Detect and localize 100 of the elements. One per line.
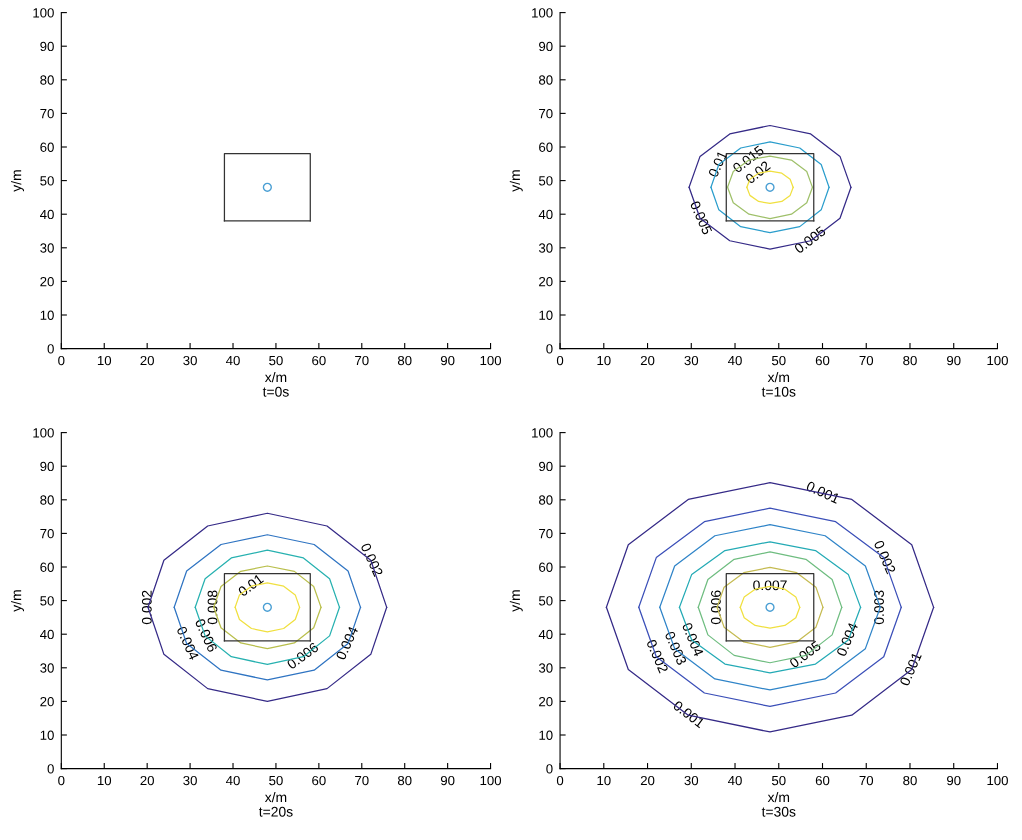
text: t=20s xyxy=(258,806,293,817)
annotation: 0.002 xyxy=(873,539,897,575)
annotation: 0.004 xyxy=(335,625,359,661)
y-tick-label: 70 xyxy=(539,528,553,539)
x-tick-label: 80 xyxy=(903,775,917,786)
x-tick-label: 80 xyxy=(397,775,412,786)
x-tick-label: 40 xyxy=(727,355,742,366)
x-tick-label: 30 xyxy=(183,775,197,786)
x-tick-label: 100 xyxy=(480,775,502,786)
annotation: 0.005 xyxy=(689,200,713,236)
y-axis-title: y/m xyxy=(11,590,25,612)
x-tick-label: 50 xyxy=(269,775,283,786)
y-tick-label: 0 xyxy=(47,764,54,774)
y-tick-label: 80 xyxy=(539,75,553,85)
y-tick-label: 0 xyxy=(546,344,553,354)
y-tick-label: 20 xyxy=(539,276,553,287)
annotation: 0.002 xyxy=(360,542,384,578)
x-tick-label: 80 xyxy=(397,355,412,366)
y-tick-label: 0 xyxy=(546,764,553,774)
x-tick-label: 30 xyxy=(183,355,197,366)
x-tick-label: 60 xyxy=(312,355,326,366)
y-tick-label: 40 xyxy=(40,209,54,220)
y-axis-title: y/m xyxy=(11,170,25,192)
y-tick-label: 20 xyxy=(539,696,553,707)
x-tick-label: 50 xyxy=(771,775,786,786)
x-axis-title: x/m xyxy=(264,792,287,803)
y-tick-label: 20 xyxy=(40,276,54,287)
text: t=10s xyxy=(761,386,796,397)
x-tick-label: 0 xyxy=(556,775,564,786)
x-axis-title: x/m xyxy=(767,372,790,383)
annotation: 0.007 xyxy=(753,580,787,591)
y-tick-label: 40 xyxy=(538,209,553,220)
x-tick-label: 40 xyxy=(727,775,742,786)
x-tick-label: 10 xyxy=(597,355,611,366)
x-tick-label: 40 xyxy=(225,775,240,786)
annotation: 0.01 xyxy=(237,573,264,597)
y-tick-label: 60 xyxy=(40,142,54,152)
x-tick-label: 0 xyxy=(58,355,65,366)
y-tick-label: 70 xyxy=(40,108,54,119)
x-tick-label: 50 xyxy=(771,355,786,366)
y-tick-label: 70 xyxy=(539,108,553,119)
x-tick-label: 10 xyxy=(97,355,112,366)
x-tick-label: 60 xyxy=(312,775,326,786)
y-tick-label: 50 xyxy=(538,596,553,606)
y-tick-label: 50 xyxy=(538,176,553,186)
y-axis-title: y/m xyxy=(509,170,523,192)
annotation: 0.006 xyxy=(710,590,721,625)
annotation: 0.004 xyxy=(836,621,859,657)
y-tick-label: 60 xyxy=(40,562,54,572)
y-tick-label: 0 xyxy=(47,344,54,354)
x-tick-label: 10 xyxy=(97,775,112,786)
y-tick-label: 80 xyxy=(40,75,54,85)
y-tick-label: 30 xyxy=(40,663,54,673)
x-tick-label: 90 xyxy=(947,355,961,366)
x-tick-label: 70 xyxy=(859,775,874,786)
y-tick-label: 60 xyxy=(539,562,553,572)
y-tick-label: 100 xyxy=(532,428,553,438)
y-tick-label: 50 xyxy=(40,176,54,186)
y-tick-label: 50 xyxy=(40,596,54,606)
y-tick-label: 10 xyxy=(539,730,553,740)
x-tick-label: 0 xyxy=(58,775,65,786)
x-tick-label: 60 xyxy=(815,775,830,786)
x-tick-label: 0 xyxy=(556,355,564,366)
x-tick-label: 100 xyxy=(480,355,502,366)
y-tick-label: 10 xyxy=(40,310,54,320)
x-tick-label: 10 xyxy=(597,775,611,786)
x-tick-label: 40 xyxy=(225,355,240,366)
y-tick-label: 80 xyxy=(539,495,553,505)
annotation: 0.003 xyxy=(874,590,884,625)
x-tick-label: 90 xyxy=(440,775,455,786)
y-tick-label: 10 xyxy=(539,310,553,320)
x-tick-label: 20 xyxy=(640,355,655,366)
x-tick-label: 90 xyxy=(440,355,455,366)
x-tick-label: 70 xyxy=(355,775,369,786)
x-tick-label: 70 xyxy=(859,355,874,366)
annotation: 0.001 xyxy=(805,480,841,504)
y-tick-label: 80 xyxy=(40,495,54,505)
x-tick-label: 30 xyxy=(684,355,699,366)
x-axis-title: x/m xyxy=(767,792,790,803)
y-tick-label: 30 xyxy=(538,243,553,253)
y-tick-label: 40 xyxy=(40,629,54,640)
y-tick-label: 30 xyxy=(40,243,54,253)
x-tick-label: 100 xyxy=(987,355,1008,366)
y-tick-label: 90 xyxy=(40,41,54,52)
y-tick-label: 90 xyxy=(539,41,553,52)
y-tick-label: 60 xyxy=(539,142,553,152)
text: t=30s xyxy=(761,806,796,817)
text: t=0s xyxy=(262,386,289,397)
y-axis-title: y/m xyxy=(509,590,523,612)
y-tick-label: 40 xyxy=(538,629,553,640)
x-tick-label: 70 xyxy=(355,355,369,366)
y-tick-label: 70 xyxy=(40,528,54,539)
y-tick-label: 100 xyxy=(33,8,54,18)
x-tick-label: 60 xyxy=(815,355,830,366)
x-tick-label: 20 xyxy=(140,355,154,366)
y-tick-label: 20 xyxy=(40,696,54,707)
y-tick-label: 100 xyxy=(33,428,54,438)
x-tick-label: 80 xyxy=(903,355,917,366)
x-axis-title: x/m xyxy=(264,372,287,383)
x-tick-label: 90 xyxy=(947,775,961,786)
